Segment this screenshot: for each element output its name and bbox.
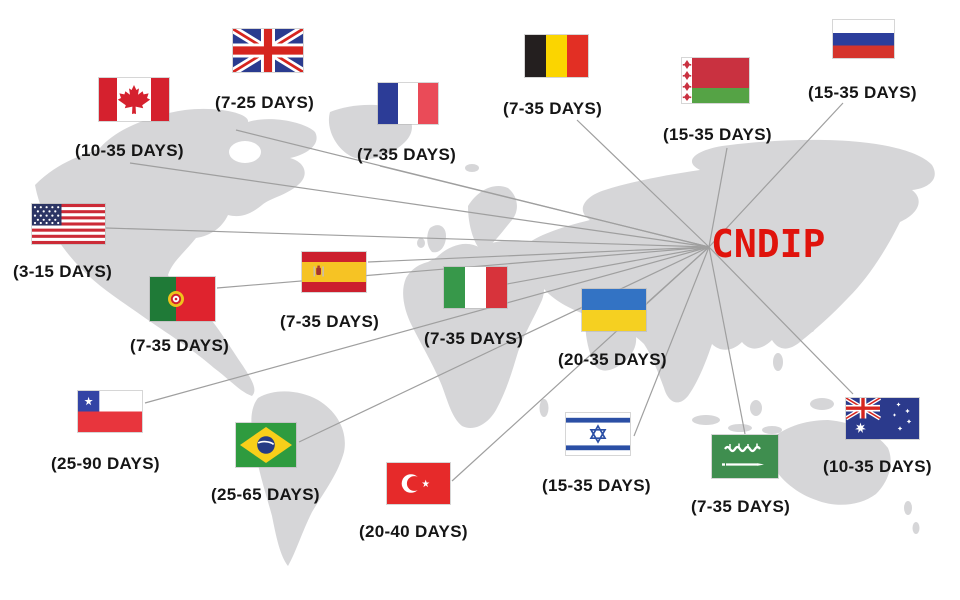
route-line-belarus (708, 147, 728, 248)
route-line-spain (367, 246, 710, 263)
route-line-saudi (708, 246, 746, 435)
turkey-flag-icon (387, 463, 450, 504)
portugal-shipping-days-label: (7-35 DAYS) (130, 336, 230, 355)
brand-origin-label: CNDIP (711, 222, 826, 266)
israel-flag-icon (566, 413, 630, 455)
israel-shipping-days-label: (15-35 DAYS) (542, 476, 651, 495)
route-line-israel (633, 246, 710, 437)
route-line-belgium (576, 119, 710, 248)
australia-shipping-days-label: (10-35 DAYS) (823, 457, 932, 476)
route-line-chile (144, 246, 710, 404)
russia-flag-icon (833, 20, 894, 58)
russia-shipping-days-label: (15-35 DAYS) (808, 83, 917, 102)
brazil-flag-icon (236, 423, 296, 467)
belgium-flag-icon (525, 35, 588, 77)
chile-shipping-days-label: (25-90 DAYS) (51, 454, 160, 473)
canada-shipping-days-label: (10-35 DAYS) (75, 141, 184, 160)
saudi-arabia-flag-icon (712, 435, 778, 478)
belgium-shipping-days-label: (7-35 DAYS) (503, 99, 603, 118)
spain-shipping-days-label: (7-35 DAYS) (280, 312, 380, 331)
belarus-flag-icon (682, 58, 749, 103)
route-line-usa (105, 227, 710, 248)
route-line-turkey (451, 246, 710, 482)
ukraine-flag-icon (582, 289, 646, 331)
usa-flag-icon (32, 204, 105, 244)
chile-flag-icon (78, 391, 142, 432)
saudi-arabia-shipping-days-label: (7-35 DAYS) (691, 497, 791, 516)
australia-flag-icon (846, 398, 919, 439)
route-line-italy (506, 246, 710, 285)
route-line-canada (129, 162, 710, 248)
france-shipping-days-label: (7-35 DAYS) (357, 145, 457, 164)
route-line-australia (708, 246, 854, 395)
portugal-flag-icon (150, 277, 215, 321)
route-line-russia (708, 102, 844, 248)
turkey-shipping-days-label: (20-40 DAYS) (359, 522, 468, 541)
italy-shipping-days-label: (7-35 DAYS) (424, 329, 524, 348)
belarus-shipping-days-label: (15-35 DAYS) (663, 125, 772, 144)
uk-shipping-days-label: (7-25 DAYS) (215, 93, 315, 112)
usa-shipping-days-label: (3-15 DAYS) (13, 262, 113, 281)
uk-flag-icon (233, 29, 303, 72)
spain-flag-icon (302, 252, 366, 292)
route-line-brazil (298, 246, 710, 443)
route-line-france (379, 165, 710, 248)
brazil-shipping-days-label: (25-65 DAYS) (211, 485, 320, 504)
canada-flag-icon (99, 78, 169, 121)
italy-flag-icon (444, 267, 507, 308)
ukraine-shipping-days-label: (20-35 DAYS) (558, 350, 667, 369)
france-flag-icon (378, 83, 438, 124)
